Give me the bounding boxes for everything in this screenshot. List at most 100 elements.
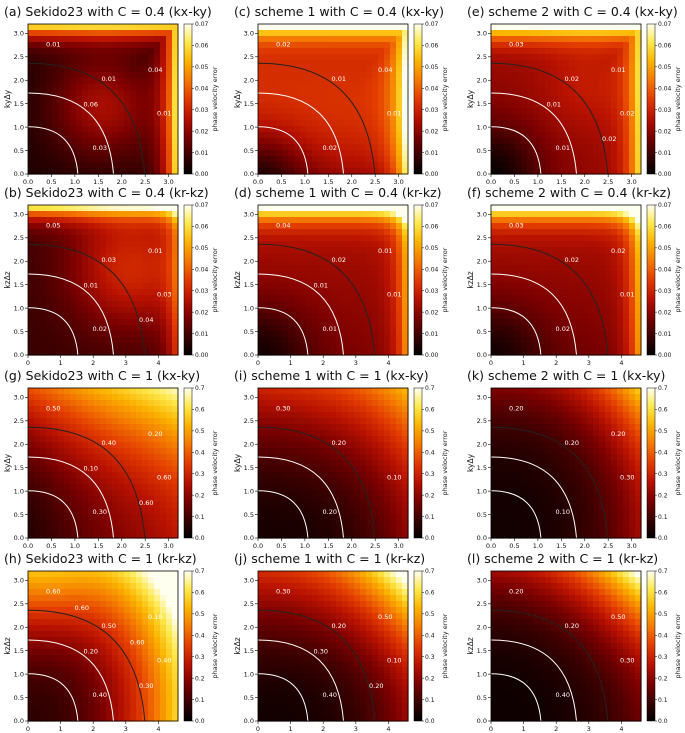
colorbar-label: phase velocity error <box>211 430 219 495</box>
heatmap-cell <box>136 247 143 254</box>
heatmap-cell <box>503 84 510 91</box>
heatmap-cell <box>306 253 313 260</box>
heatmap-cell <box>136 72 143 79</box>
heatmap-cell <box>166 78 173 85</box>
heatmap-cell <box>118 162 125 169</box>
heatmap-cell <box>539 24 546 31</box>
heatmap-cell <box>70 54 77 61</box>
heatmap-cell <box>605 319 612 326</box>
heatmap-cell <box>384 205 391 212</box>
heatmap-cell <box>372 36 379 43</box>
heatmap-cell <box>581 120 588 127</box>
heatmap-cell <box>539 114 546 121</box>
heatmap-cell <box>40 418 47 425</box>
heatmap-cell <box>82 319 89 326</box>
heatmap-cell <box>124 313 131 320</box>
heatmap-cell <box>130 514 137 521</box>
heatmap-cell <box>587 229 594 236</box>
y-tick-label: 0.5 <box>477 328 487 336</box>
heatmap-cell <box>28 343 35 350</box>
heatmap-cell <box>136 271 143 278</box>
x-tick-label: 0 <box>489 359 493 367</box>
heatmap-cell <box>34 54 41 61</box>
heatmap-cell <box>384 96 391 103</box>
heatmap-cell <box>527 259 534 266</box>
heatmap-cell <box>342 430 349 437</box>
heatmap-cell <box>587 217 594 224</box>
heatmap-cell <box>52 247 59 254</box>
heatmap-cell <box>34 406 41 413</box>
heatmap-cell <box>130 424 137 431</box>
heatmap-cell <box>28 48 35 55</box>
heatmap-cell <box>58 466 65 473</box>
heatmap-cell <box>605 78 612 85</box>
heatmap-cell <box>491 54 498 61</box>
heatmap-cell <box>76 454 83 461</box>
heatmap-cell <box>557 235 564 242</box>
heatmap-cell <box>88 259 95 266</box>
heatmap-cell <box>527 301 534 308</box>
heatmap-cell <box>118 490 125 497</box>
heatmap-cell <box>491 42 498 49</box>
heatmap-cell <box>312 156 319 163</box>
heatmap-cell <box>270 430 277 437</box>
heatmap-cell <box>142 36 149 43</box>
heatmap-cell <box>160 223 167 230</box>
heatmap-cell <box>100 66 107 73</box>
heatmap-cell <box>46 241 53 248</box>
heatmap-cell <box>396 229 403 236</box>
heatmap-cell <box>378 132 385 139</box>
heatmap-cell <box>160 48 167 55</box>
heatmap-cell <box>288 150 295 157</box>
heatmap-cell <box>160 526 167 533</box>
heatmap-cell <box>282 78 289 85</box>
heatmap-cell <box>503 102 510 109</box>
heatmap-cell <box>148 36 155 43</box>
heatmap-cell <box>318 156 325 163</box>
heatmap-cell <box>142 526 149 533</box>
heatmap-cell <box>581 223 588 230</box>
heatmap-cell <box>100 295 107 302</box>
heatmap-cell <box>605 295 612 302</box>
heatmap-cell <box>336 48 343 55</box>
heatmap-cell <box>384 307 391 314</box>
heatmap-cell <box>306 229 313 236</box>
heatmap-cell <box>521 205 528 212</box>
heatmap-cell <box>112 418 119 425</box>
heatmap-cell <box>118 217 125 224</box>
heatmap-cell <box>124 36 131 43</box>
heatmap-cell <box>330 400 337 407</box>
x-tick-label: 4 <box>619 359 623 367</box>
heatmap-cell <box>118 325 125 332</box>
heatmap-cell <box>515 156 522 163</box>
heatmap-cell <box>166 430 173 437</box>
heatmap-cell <box>136 162 143 169</box>
heatmap-cell <box>142 108 149 115</box>
heatmap-cell <box>396 259 403 266</box>
heatmap-cell <box>64 424 71 431</box>
heatmap-cell <box>264 24 271 31</box>
heatmap-cell <box>166 138 173 145</box>
heatmap-cell <box>545 307 552 314</box>
heatmap-cell <box>390 126 397 133</box>
heatmap-cell <box>521 229 528 236</box>
heatmap-cell <box>360 418 367 425</box>
heatmap-cell <box>28 289 35 296</box>
heatmap-cell <box>142 144 149 151</box>
heatmap-cell <box>593 66 600 73</box>
heatmap-cell <box>342 126 349 133</box>
heatmap-cell <box>270 24 277 31</box>
heatmap-cell <box>94 448 101 455</box>
heatmap-cell <box>64 205 71 212</box>
heatmap-cell <box>390 343 397 350</box>
heatmap-cell <box>52 412 59 419</box>
heatmap-cell <box>264 54 271 61</box>
heatmap-cell <box>384 319 391 326</box>
heatmap-cell <box>270 289 277 296</box>
heatmap-cell <box>545 162 552 169</box>
heatmap-cell <box>282 394 289 401</box>
colorbar-tick-label: 0.06 <box>425 43 439 50</box>
heatmap-cell <box>378 430 385 437</box>
heatmap-cell <box>130 460 137 467</box>
heatmap-cell <box>294 388 301 395</box>
